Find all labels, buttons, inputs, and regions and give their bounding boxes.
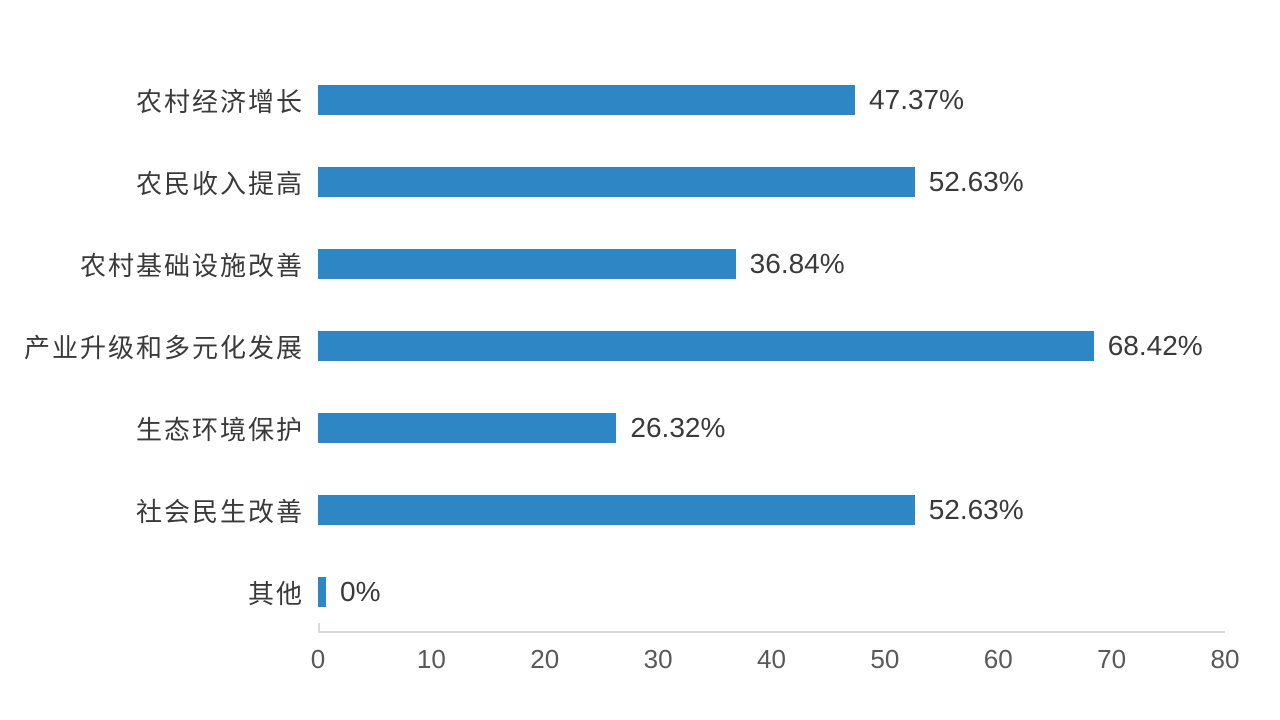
- bar-track: 47.37%: [318, 84, 1225, 116]
- category-label: 农村经济增长: [135, 86, 304, 117]
- x-axis-tick-labels: 0 10 20 30 40 50 60 70 80: [0, 644, 1280, 684]
- bar-row: 农村基础设施改善 36.84%: [0, 223, 1280, 305]
- category-label: 农民收入提高: [135, 168, 304, 199]
- bar-row: 社会民生改善 52.63%: [0, 469, 1280, 551]
- bar: [318, 85, 856, 115]
- category-label: 产业升级和多元化发展: [23, 332, 304, 363]
- bar: [318, 577, 326, 607]
- x-tick-label: 70: [1097, 644, 1127, 674]
- bar: [318, 331, 1094, 361]
- x-axis-line: [318, 631, 1225, 633]
- bar-track: 52.63%: [318, 166, 1225, 198]
- bar-track: 0%: [318, 576, 1225, 608]
- value-label: 68.42%: [1107, 330, 1203, 361]
- category-label: 农村基础设施改善: [79, 250, 304, 281]
- x-tick-label: 30: [643, 644, 673, 674]
- value-label: 36.84%: [749, 248, 845, 279]
- x-tick-label: 10: [416, 644, 446, 674]
- bar-row: 农村经济增长 47.37%: [0, 59, 1280, 141]
- x-tick-label: 60: [983, 644, 1013, 674]
- x-tick-label: 0: [310, 644, 326, 674]
- bar: [318, 249, 736, 279]
- category-label: 生态环境保护: [135, 414, 304, 445]
- bar-track: 52.63%: [318, 494, 1225, 526]
- value-label: 26.32%: [630, 412, 726, 443]
- bar-row: 其他 0%: [0, 551, 1280, 633]
- category-label: 社会民生改善: [135, 496, 304, 527]
- value-label: 0%: [340, 576, 381, 607]
- bar-track: 36.84%: [318, 248, 1225, 280]
- bar-track: 26.32%: [318, 412, 1225, 444]
- bar-row: 农民收入提高 52.63%: [0, 141, 1280, 223]
- bar: [318, 413, 617, 443]
- value-label: 52.63%: [928, 166, 1024, 197]
- x-tick-label: 80: [1210, 644, 1240, 674]
- x-tick-label: 40: [757, 644, 786, 674]
- bar-row: 生态环境保护 26.32%: [0, 387, 1280, 469]
- x-axis-start-tick: [318, 623, 320, 631]
- category-label: 其他: [247, 578, 304, 609]
- value-label: 47.37%: [869, 84, 965, 115]
- x-tick-label: 50: [870, 644, 900, 674]
- bar: [318, 495, 915, 525]
- x-tick-label: 20: [530, 644, 560, 674]
- bar-track: 68.42%: [318, 330, 1225, 362]
- bar: [318, 167, 915, 197]
- bar-row: 产业升级和多元化发展 68.42%: [0, 305, 1280, 387]
- value-label: 52.63%: [928, 494, 1024, 525]
- bar-rows: 农村经济增长 47.37% 农民收入提高 52.63% 农村基础设施改善 36.84% 产业…: [0, 59, 1280, 633]
